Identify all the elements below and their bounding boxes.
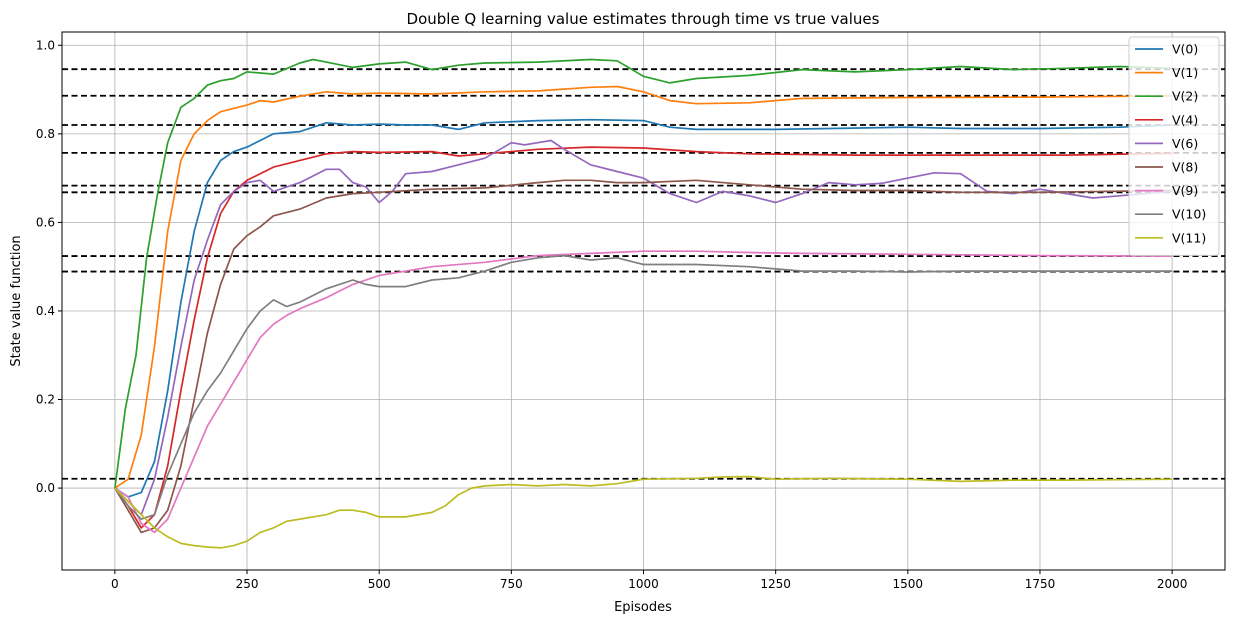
legend-label: V(4) <box>1172 112 1198 127</box>
x-tick-label: 2000 <box>1157 577 1188 591</box>
x-tick-label: 250 <box>236 577 259 591</box>
series-line-V(2) <box>114 58 1173 489</box>
series-line-V(0) <box>114 118 1173 498</box>
y-axis: 0.0 0.2 0.4 0.6 0.8 1.0 <box>36 38 62 495</box>
grid <box>62 32 1225 570</box>
legend-label: V(8) <box>1172 160 1198 175</box>
x-tick-label: 1500 <box>893 577 924 591</box>
x-axis-label: Episodes <box>614 600 672 615</box>
x-axis: 0 250 500 750 1000 1250 1500 1750 2000 <box>111 570 1187 591</box>
y-axis-label: State value function <box>9 235 24 366</box>
x-tick-label: 750 <box>500 577 523 591</box>
legend: V(0) V(1) V(2) V(4) V(6) V(8) V(9) V(10) V(11) <box>1128 36 1220 256</box>
legend-label: V(1) <box>1172 65 1198 80</box>
series-line-V(4) <box>114 146 1173 529</box>
legend-label: V(11) <box>1172 230 1206 245</box>
y-tick-label: 1.0 <box>36 38 55 52</box>
y-tick-label: 0.0 <box>36 481 55 495</box>
series-line-V(6) <box>114 139 1173 516</box>
x-tick-label: 1250 <box>760 577 791 591</box>
y-tick-label: 0.8 <box>36 127 55 141</box>
legend-label: V(10) <box>1172 207 1206 222</box>
series-line-V(9) <box>114 250 1173 534</box>
legend-label: V(2) <box>1172 89 1198 104</box>
series-line-V(11) <box>114 475 1173 549</box>
legend-label: V(6) <box>1172 136 1198 151</box>
x-tick-label: 0 <box>111 577 119 591</box>
chart-title: Double Q learning value estimates throug… <box>407 10 880 28</box>
legend-box <box>1128 36 1220 256</box>
x-tick-label: 500 <box>368 577 391 591</box>
legend-label: V(0) <box>1172 42 1198 57</box>
y-tick-label: 0.2 <box>36 393 55 407</box>
y-tick-label: 0.4 <box>36 304 55 318</box>
series-lines <box>114 58 1173 549</box>
y-tick-label: 0.6 <box>36 215 55 229</box>
x-tick-label: 1750 <box>1025 577 1056 591</box>
series-line-V(8) <box>114 179 1173 534</box>
series-line-V(1) <box>114 85 1173 489</box>
x-tick-label: 1000 <box>628 577 659 591</box>
legend-label: V(9) <box>1172 183 1198 198</box>
series-line-V(10) <box>114 254 1173 520</box>
